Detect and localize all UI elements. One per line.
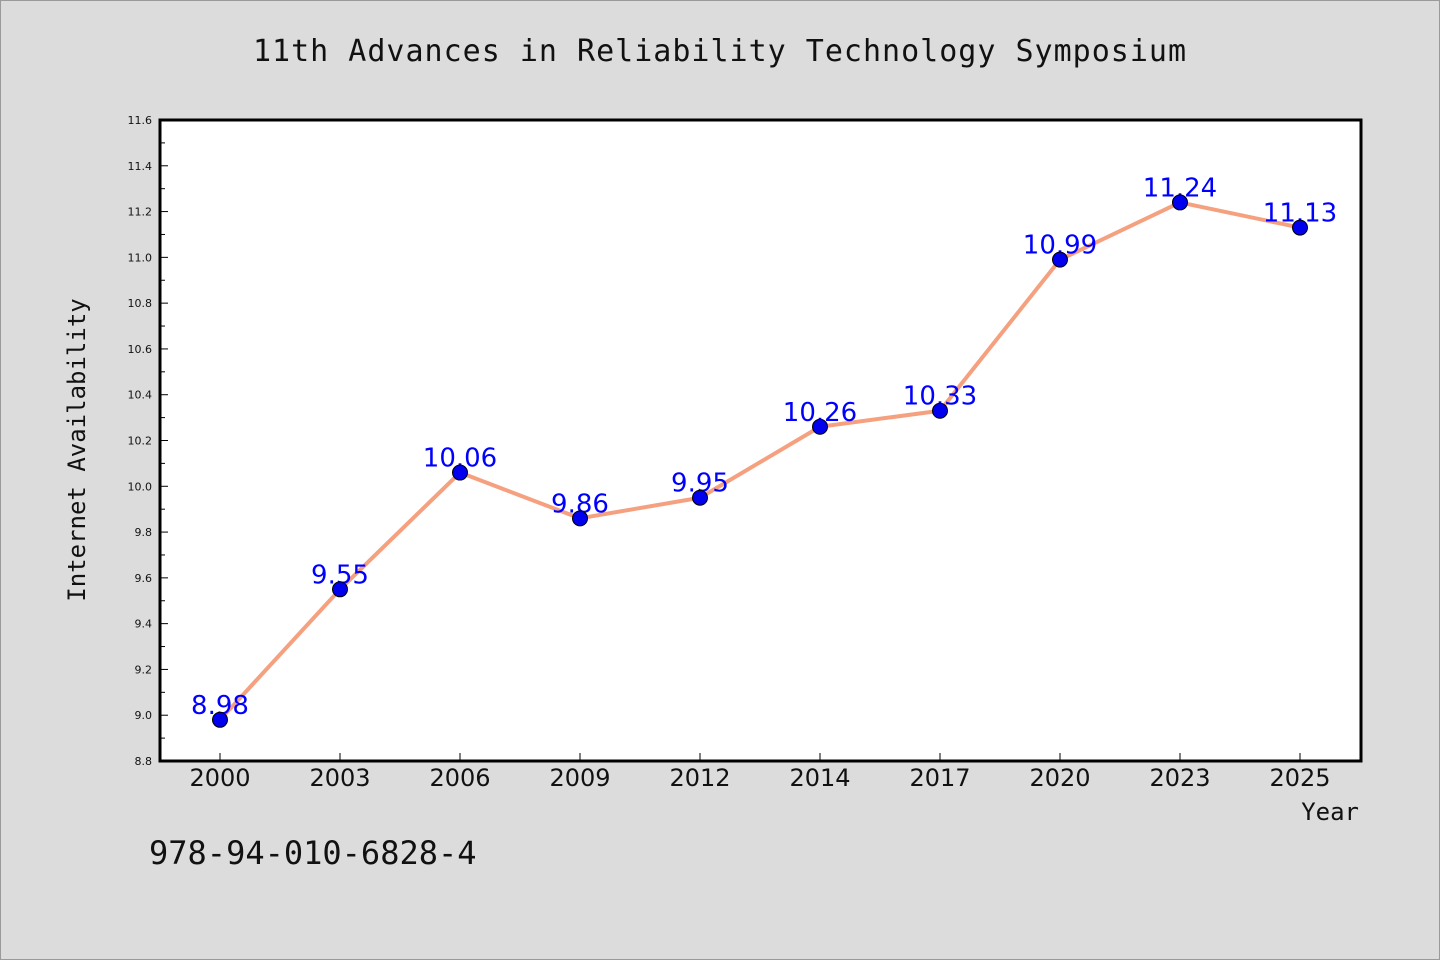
y-tick-label: 9.8 bbox=[135, 526, 153, 539]
x-tick-label: 2020 bbox=[1029, 764, 1090, 792]
y-tick-label: 9.0 bbox=[135, 709, 153, 722]
y-tick-label: 11.6 bbox=[128, 114, 153, 127]
data-point bbox=[212, 711, 228, 728]
y-tick-label: 9.2 bbox=[135, 663, 153, 676]
data-point bbox=[572, 510, 588, 527]
x-tick-label: 2006 bbox=[429, 764, 490, 792]
y-tick-label: 11.4 bbox=[128, 160, 153, 173]
data-point bbox=[332, 581, 348, 598]
y-tick-label: 10.2 bbox=[128, 435, 153, 448]
chart-title: 11th Advances in Reliability Technology … bbox=[252, 34, 1187, 69]
x-tick-label: 2012 bbox=[669, 764, 730, 792]
data-point bbox=[452, 464, 468, 481]
y-axis: 8.8 9.0 9.2 9.4 9.6 9.8 10.0 10.2 10.4 10.6 10.8 11… bbox=[128, 114, 168, 768]
x-tick-label: 2017 bbox=[909, 764, 970, 792]
data-point bbox=[1052, 251, 1068, 268]
x-tick-label: 2000 bbox=[189, 764, 250, 792]
y-tick-label: 11.0 bbox=[128, 251, 153, 264]
series-line bbox=[218, 200, 1302, 722]
data-point bbox=[692, 489, 708, 506]
y-axis-title: Internet Availability bbox=[63, 298, 91, 601]
x-tick-label: 2009 bbox=[549, 764, 610, 792]
isbn-code: 978-94-010-6828-4 bbox=[149, 834, 477, 872]
y-tick-label: 10.4 bbox=[128, 389, 153, 402]
y-tick-label: 10.8 bbox=[128, 297, 153, 310]
y-tick-label: 8.8 bbox=[135, 755, 153, 768]
plot-area bbox=[158, 118, 1363, 763]
data-point bbox=[1292, 219, 1308, 236]
data-point bbox=[1172, 194, 1188, 211]
x-tick-label: 2014 bbox=[789, 764, 850, 792]
x-tick-label: 2023 bbox=[1149, 764, 1210, 792]
data-point bbox=[812, 418, 828, 435]
x-tick-label: 2003 bbox=[309, 764, 370, 792]
x-axis: 2000 2003 2006 2009 2012 2014 2017 2020 2023 2025 bbox=[189, 753, 1331, 792]
series-group: 8.989.5510.069.869.9510.2610.3310.9911.2… bbox=[191, 173, 1337, 728]
y-tick-label: 10.6 bbox=[128, 343, 153, 356]
y-tick-label: 9.4 bbox=[135, 618, 153, 631]
x-axis-title: Year bbox=[1301, 798, 1359, 826]
y-tick-label: 11.2 bbox=[128, 206, 153, 219]
data-point bbox=[932, 402, 948, 419]
x-tick-label: 2025 bbox=[1269, 764, 1330, 792]
y-tick-label: 10.0 bbox=[128, 480, 153, 493]
y-tick-label: 9.6 bbox=[135, 572, 153, 585]
